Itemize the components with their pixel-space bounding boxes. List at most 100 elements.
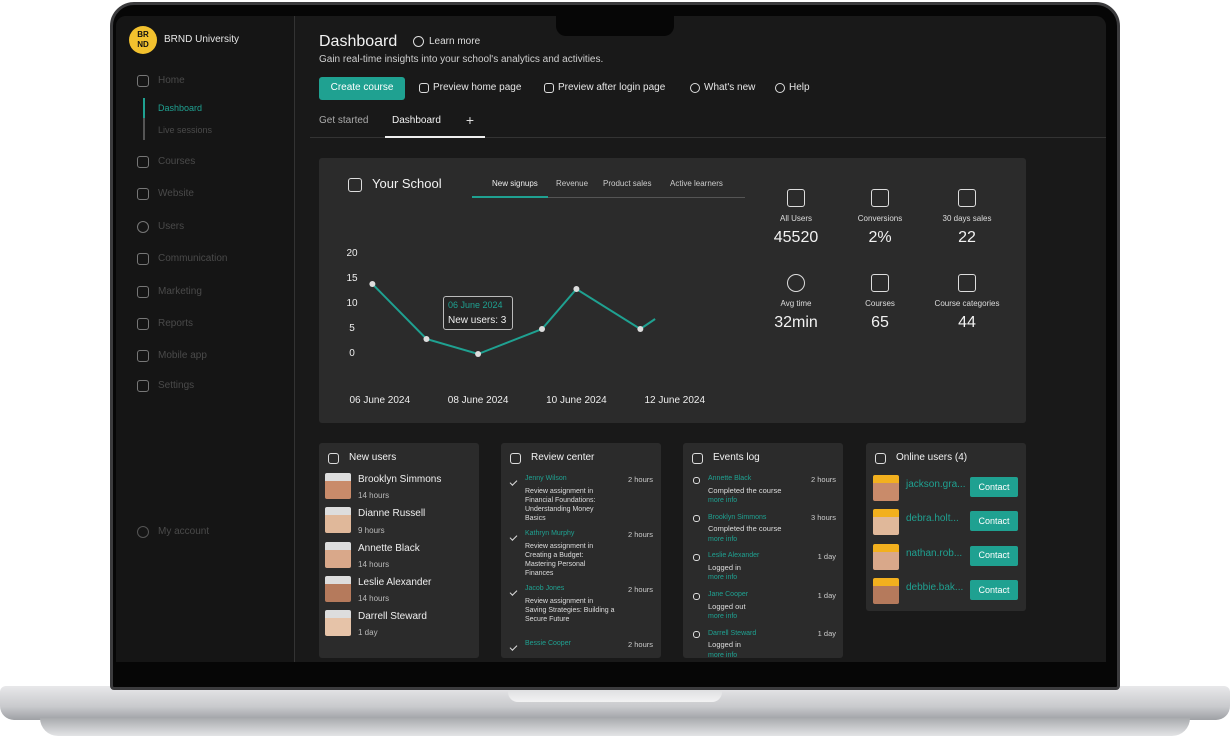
header-action[interactable]: What's new bbox=[704, 82, 756, 93]
nav-subitem[interactable]: Live sessions bbox=[158, 124, 213, 135]
icon bbox=[787, 274, 805, 292]
icon bbox=[787, 189, 805, 207]
nav-sub-line bbox=[143, 98, 145, 140]
icon bbox=[137, 156, 149, 168]
nav-item[interactable]: Reports bbox=[158, 318, 194, 329]
icon bbox=[137, 350, 149, 362]
contact-button[interactable] bbox=[970, 545, 1018, 566]
icon bbox=[137, 221, 149, 233]
nav-item[interactable]: Communication bbox=[158, 253, 228, 264]
review-time: 2 hours bbox=[627, 474, 653, 484]
user-time: 1 day bbox=[358, 628, 378, 638]
chart-tab[interactable]: New signups bbox=[492, 179, 538, 189]
panel-title: Events log bbox=[713, 452, 760, 463]
avatar bbox=[873, 509, 899, 536]
contact-button[interactable] bbox=[970, 511, 1018, 532]
online-user-name: debra.holt... bbox=[906, 513, 959, 525]
user-name: Annette Black bbox=[358, 542, 420, 554]
nav-item[interactable]: Website bbox=[158, 188, 194, 199]
line-series bbox=[371, 283, 656, 356]
data-point bbox=[423, 336, 430, 342]
nav-account[interactable]: My account bbox=[158, 526, 210, 537]
nav-item[interactable]: Marketing bbox=[158, 286, 202, 297]
button-label[interactable]: Create course bbox=[330, 82, 394, 93]
learn-more-link[interactable]: Learn more bbox=[429, 36, 481, 47]
event-action: Completed the course bbox=[708, 485, 782, 495]
nav-subitem[interactable]: Dashboard bbox=[158, 102, 203, 113]
user-time: 14 hours bbox=[358, 491, 390, 501]
nav-item[interactable]: Mobile app bbox=[158, 350, 207, 361]
event-time: 1 day bbox=[817, 629, 836, 639]
laptop-notch bbox=[508, 686, 722, 702]
nav-item[interactable]: Courses bbox=[158, 156, 196, 167]
icon bbox=[871, 189, 889, 207]
create-course-button[interactable] bbox=[319, 77, 405, 100]
review-time: 2 hours bbox=[627, 639, 653, 649]
button-label[interactable]: Contact bbox=[978, 481, 1010, 492]
event-link[interactable]: more info bbox=[708, 651, 738, 659]
contact-button[interactable] bbox=[970, 579, 1018, 600]
stat-label: All Users bbox=[779, 214, 813, 224]
button-label[interactable]: Contact bbox=[978, 584, 1010, 595]
icon bbox=[137, 380, 149, 392]
avatar bbox=[325, 610, 351, 637]
button-label[interactable]: Contact bbox=[978, 515, 1010, 526]
icon bbox=[692, 631, 700, 639]
stat-label: Course categories bbox=[934, 299, 1000, 309]
stat-value: 22 bbox=[958, 229, 976, 247]
laptop-base-lip bbox=[40, 718, 1190, 736]
review-name: Jacob Jones bbox=[525, 584, 565, 592]
y-tick-label: 0 bbox=[349, 348, 355, 359]
header-action[interactable]: Help bbox=[789, 82, 810, 93]
chart-tab[interactable]: Product sales bbox=[603, 179, 652, 189]
tab-add[interactable]: + bbox=[465, 111, 475, 128]
stat-value: 65 bbox=[871, 314, 889, 332]
event-link[interactable]: more info bbox=[708, 535, 738, 543]
camera-notch bbox=[556, 14, 674, 36]
online-user-name: nathan.rob... bbox=[906, 547, 963, 559]
icon bbox=[327, 452, 339, 464]
icon bbox=[775, 83, 785, 93]
event-link[interactable]: more info bbox=[708, 612, 738, 620]
sidebar bbox=[116, 16, 295, 662]
icon bbox=[692, 592, 700, 600]
event-link[interactable]: more info bbox=[708, 496, 738, 504]
contact-button[interactable] bbox=[970, 477, 1018, 497]
tab[interactable]: Get started bbox=[319, 115, 369, 126]
icon bbox=[690, 83, 700, 93]
header-action[interactable]: Preview home page bbox=[433, 82, 522, 93]
tabs-divider bbox=[310, 137, 1106, 138]
user-name: Dianne Russell bbox=[358, 508, 426, 520]
stat-label: 30 days sales bbox=[942, 214, 992, 224]
nav-item[interactable]: Home bbox=[158, 75, 185, 86]
data-point bbox=[637, 326, 644, 332]
user-name: Darrell Steward bbox=[358, 611, 427, 623]
icon bbox=[958, 189, 976, 207]
school-card bbox=[319, 158, 1026, 423]
data-point bbox=[369, 281, 376, 287]
chart-tab[interactable]: Revenue bbox=[556, 179, 589, 189]
tab-active[interactable]: Dashboard bbox=[392, 115, 441, 126]
nav-sub-active bbox=[143, 98, 145, 118]
user-time: 14 hours bbox=[358, 559, 390, 569]
nav-item[interactable]: Settings bbox=[158, 380, 195, 391]
dashboard: BR ND BRND University Home Courses Website Use… bbox=[129, 26, 1106, 659]
icon bbox=[544, 83, 554, 93]
review-name: Bessie Cooper bbox=[525, 639, 571, 647]
stat-label: Courses bbox=[865, 299, 895, 309]
tooltip bbox=[443, 296, 513, 330]
icon bbox=[958, 274, 976, 292]
icon bbox=[692, 553, 700, 561]
icon bbox=[871, 274, 889, 292]
icon bbox=[348, 178, 362, 192]
x-tick-label: 12 June 2024 bbox=[644, 395, 706, 406]
event-link[interactable]: more info bbox=[708, 574, 738, 582]
user-name: Brooklyn Simmons bbox=[358, 474, 442, 485]
button-label[interactable]: Contact bbox=[978, 550, 1010, 561]
icon bbox=[692, 515, 700, 523]
chart-tab[interactable]: Active learners bbox=[670, 179, 723, 189]
nav-item[interactable]: Users bbox=[158, 221, 185, 232]
y-tick-label: 10 bbox=[346, 298, 358, 309]
event-name: Brooklyn Simmons bbox=[708, 513, 767, 521]
header-action[interactable]: Preview after login page bbox=[558, 82, 666, 93]
